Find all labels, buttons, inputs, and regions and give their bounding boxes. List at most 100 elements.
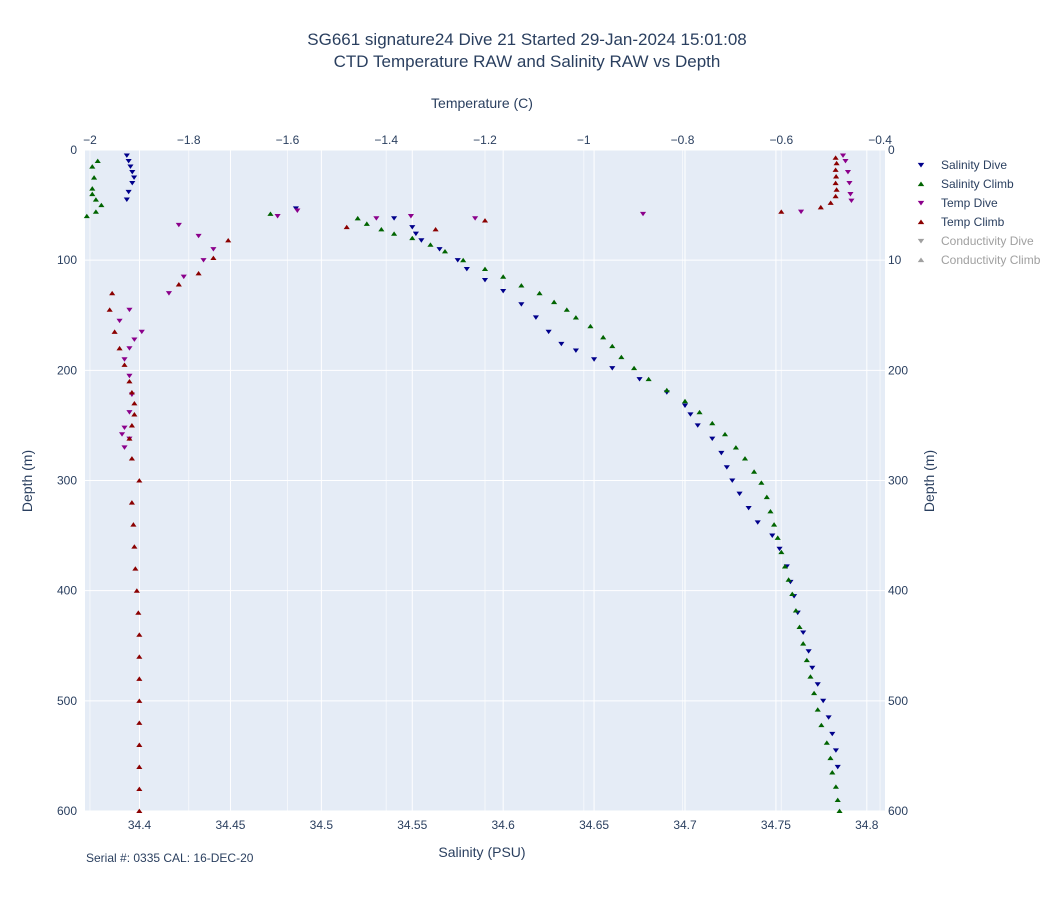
temperature-tick-label: −0.8 <box>671 133 695 147</box>
depth-tick-label-right: 600 <box>888 804 908 818</box>
data-point <box>123 197 130 202</box>
salinity-tick-label: 34.55 <box>397 818 427 832</box>
depth-tick-label-left: 400 <box>57 584 77 598</box>
salinity-tick-label: 34.45 <box>215 818 245 832</box>
data-point <box>832 784 839 789</box>
data-point <box>460 257 467 263</box>
data-point <box>751 469 758 474</box>
data-point <box>839 153 847 158</box>
data-point <box>814 682 821 687</box>
legend-label-salinity-dive: Salinity Dive <box>941 158 1007 172</box>
data-point <box>645 376 652 382</box>
data-point <box>132 566 139 571</box>
data-point <box>136 720 143 725</box>
data-point <box>723 465 730 470</box>
left-axis-title: Depth (m) <box>19 450 35 512</box>
data-point <box>472 216 479 221</box>
data-point <box>128 389 135 395</box>
data-point <box>116 318 123 324</box>
data-point <box>106 307 113 312</box>
data-point <box>776 546 783 552</box>
legend-item-temp-climb[interactable]: Temp Climb <box>917 215 1005 229</box>
data-point <box>518 302 525 307</box>
depth-tick-label-right: 10 <box>888 253 902 267</box>
data-point <box>572 315 579 320</box>
data-point <box>545 329 552 335</box>
data-point <box>125 189 132 195</box>
series-temp-climb <box>106 155 840 814</box>
data-point <box>180 274 187 280</box>
data-point <box>842 158 849 164</box>
data-point <box>195 271 202 276</box>
data-point <box>136 478 143 483</box>
data-point <box>532 315 539 320</box>
data-point <box>500 274 507 279</box>
data-point <box>116 345 123 351</box>
data-point <box>109 290 116 296</box>
data-point <box>294 208 301 213</box>
data-point <box>481 277 489 283</box>
data-point <box>636 377 643 382</box>
data-point <box>800 630 807 635</box>
data-point <box>378 226 385 232</box>
data-point <box>126 378 133 384</box>
legend-item-temp-dive[interactable]: Temp Dive <box>917 196 998 210</box>
legend-item-salinity-climb[interactable]: Salinity Climb <box>917 177 1014 191</box>
legend-label-temp-dive: Temp Dive <box>941 196 998 210</box>
data-point <box>92 209 99 214</box>
legend-item-salinity-dive[interactable]: Salinity Dive <box>917 158 1008 172</box>
data-point <box>129 169 136 175</box>
legend-item-conductivity-dive[interactable]: Conductivity Dive <box>917 234 1034 248</box>
data-point <box>572 348 579 353</box>
data-point <box>427 242 434 247</box>
legend-item-conductivity-climb[interactable]: Conductivity Climb <box>917 253 1041 267</box>
data-point <box>836 808 843 814</box>
data-point <box>91 175 98 180</box>
data-point <box>463 266 470 272</box>
depth-tick-label-right: 500 <box>888 694 908 708</box>
depth-tick-label-right: 0 <box>888 143 895 157</box>
salinity-tick-label: 34.8 <box>855 818 879 832</box>
salinity-tick-label: 34.65 <box>579 818 609 832</box>
data-point <box>771 522 778 527</box>
data-point <box>418 238 425 243</box>
data-point <box>778 209 785 214</box>
depth-tick-label-left: 200 <box>57 363 77 377</box>
data-point <box>121 445 128 450</box>
salinity-tick-label: 34.4 <box>128 818 152 832</box>
temperature-tick-label: −0.4 <box>868 133 892 147</box>
data-point <box>832 193 839 199</box>
data-point <box>618 354 625 360</box>
data-point <box>536 290 543 296</box>
data-point <box>832 748 839 753</box>
data-point <box>136 742 143 747</box>
data-point <box>129 181 136 186</box>
data-point <box>127 164 134 169</box>
bottom-axis-title: Salinity (PSU) <box>438 844 525 860</box>
legend-label-conductivity-climb: Conductivity Climb <box>941 253 1041 267</box>
data-point <box>121 362 128 367</box>
data-point <box>131 412 138 417</box>
data-point <box>769 533 776 538</box>
data-point <box>823 740 830 745</box>
data-point <box>833 174 840 179</box>
depth-tick-label-right: 400 <box>888 584 908 598</box>
data-point <box>136 654 143 659</box>
data-point <box>848 198 855 204</box>
depth-tick-label-left: 600 <box>57 804 77 818</box>
data-point <box>758 480 765 485</box>
legend-marker-conductivity-climb <box>917 257 925 263</box>
depth-tick-label-left: 300 <box>57 474 77 488</box>
data-point <box>412 231 419 237</box>
data-point <box>809 665 816 671</box>
data-point <box>391 231 398 236</box>
data-point <box>131 337 138 342</box>
data-point <box>805 649 812 654</box>
data-point <box>846 181 853 186</box>
data-point <box>591 357 598 362</box>
data-point <box>803 657 810 663</box>
data-point <box>832 180 839 186</box>
data-point <box>441 248 449 254</box>
data-point <box>687 412 694 417</box>
